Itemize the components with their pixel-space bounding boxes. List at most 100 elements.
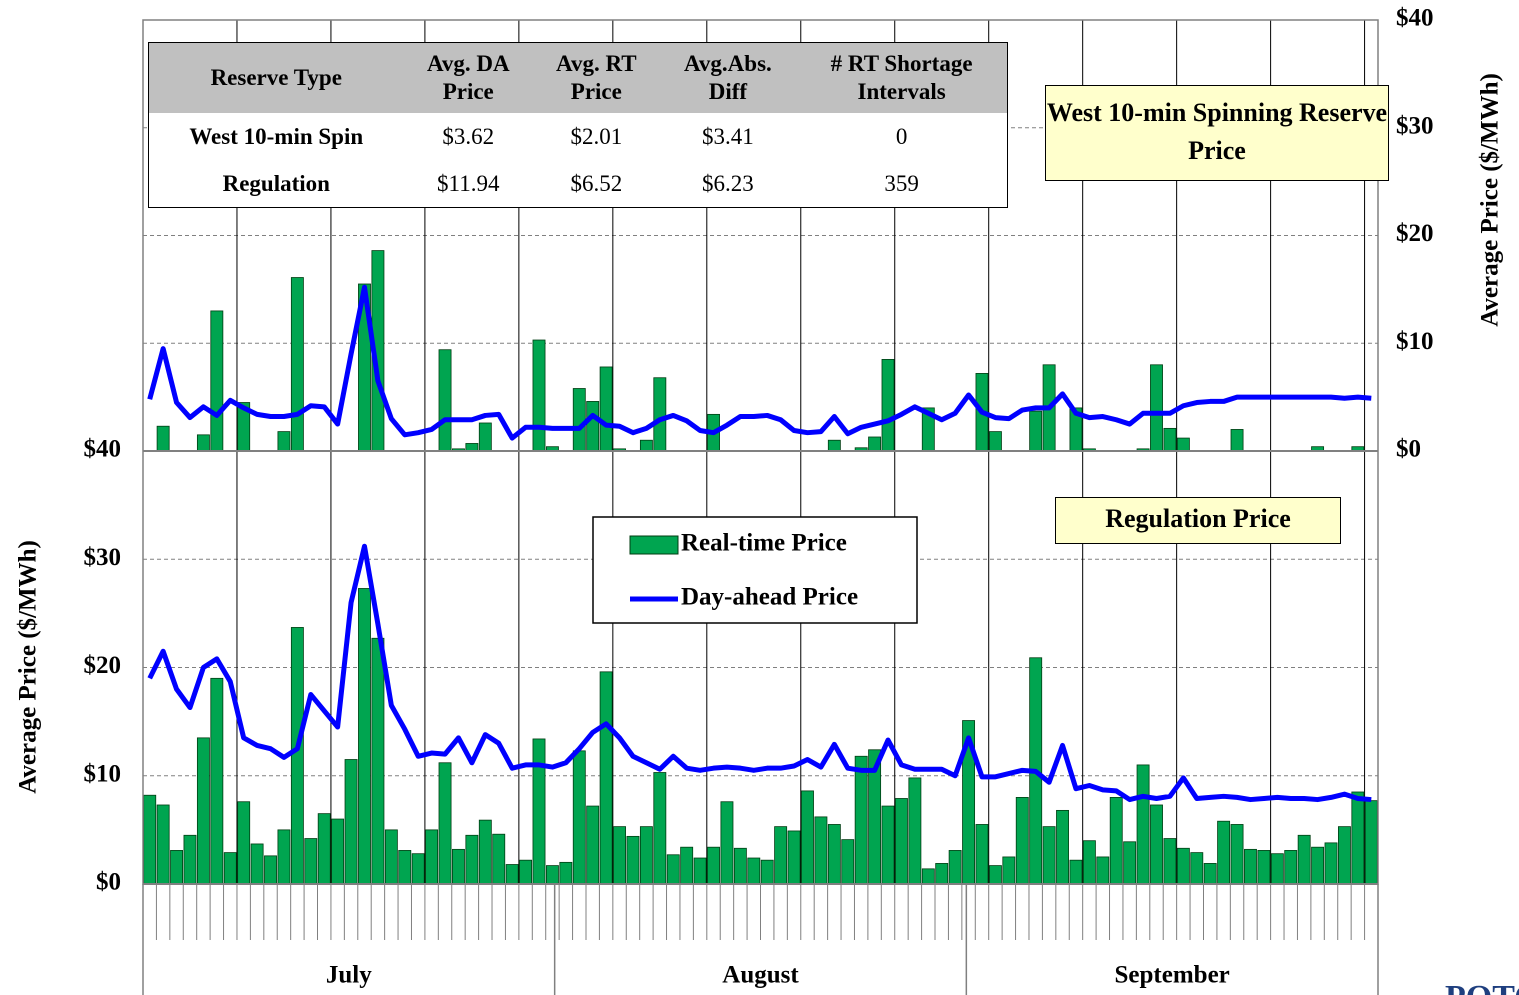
bar: [613, 826, 626, 885]
bar: [1163, 427, 1177, 452]
table-row: Regulation $11.94 $6.52 $6.23 359: [149, 160, 1008, 207]
bar: [1176, 847, 1190, 885]
bar: [653, 772, 667, 885]
bar: [1337, 826, 1351, 885]
y-tick-label: $40: [84, 436, 122, 463]
bar: [1230, 429, 1244, 452]
legend-box: [592, 516, 918, 624]
bar: [264, 855, 277, 885]
bar: [854, 755, 868, 885]
bar: [760, 859, 774, 885]
bar: [1311, 846, 1325, 885]
bar: [559, 861, 573, 885]
line: [147, 543, 1372, 803]
header-line: Reserve Type: [210, 65, 342, 91]
bar: [344, 759, 358, 885]
bar: [599, 366, 613, 452]
bar: [1029, 410, 1043, 452]
x-group-label: September: [1115, 962, 1230, 989]
bar: [827, 439, 841, 452]
bar: [532, 738, 546, 885]
bar: [586, 401, 600, 452]
y-tick-label: $10: [84, 760, 122, 787]
bar: [801, 790, 814, 885]
bar: [921, 868, 935, 885]
bar: [210, 677, 224, 885]
y-tick-label: $30: [1396, 112, 1434, 139]
header-cell: Avg. DA Price: [403, 42, 533, 114]
bar: [1270, 853, 1284, 885]
header-line: # RT Shortage: [830, 51, 973, 77]
bar: [572, 388, 586, 452]
table-cell: $2.01: [570, 123, 623, 149]
header-line: Diff: [708, 79, 748, 105]
bar: [975, 824, 989, 885]
bar: [1136, 764, 1150, 885]
bar: [223, 852, 237, 885]
table-cell: $6.23: [702, 170, 754, 196]
bar: [1163, 838, 1177, 885]
bar: [639, 826, 653, 885]
y-tick-label: $0: [96, 869, 121, 896]
bar: [720, 801, 734, 885]
bar: [1082, 840, 1096, 885]
bar: [1109, 797, 1123, 885]
bar: [948, 850, 962, 885]
bar: [1056, 809, 1069, 885]
bar: [827, 824, 841, 885]
bar: [1150, 364, 1163, 452]
bar: [465, 834, 479, 885]
bar: [143, 794, 157, 885]
x-group-label: July: [326, 962, 372, 989]
bar: [1284, 850, 1298, 885]
bar: [170, 850, 184, 885]
bottom-title: Regulation Price: [1055, 497, 1341, 544]
logo: POTO: [1445, 979, 1519, 995]
header-line: Price: [442, 79, 494, 105]
bar: [653, 377, 667, 452]
bar: [733, 847, 747, 885]
top-title: West 10-min Spinning Reserve Price: [1045, 85, 1389, 181]
bar: [532, 339, 546, 452]
bar: [841, 839, 855, 885]
bar: [438, 762, 452, 885]
bar: [411, 853, 425, 885]
header-cell: Reserve Type: [148, 42, 404, 114]
header-line: Avg.Abs.: [684, 51, 772, 77]
header-line: Price: [570, 79, 622, 105]
table-cell: 359: [884, 170, 919, 196]
y-tick-label: $20: [84, 652, 122, 679]
bar: [478, 422, 492, 452]
bar: [774, 826, 788, 885]
bar: [304, 838, 318, 885]
table-cell: West 10-min Spin: [189, 123, 364, 149]
bar: [237, 801, 251, 885]
header-cell: Avg. RT Price: [533, 42, 660, 114]
bar: [988, 431, 1002, 452]
bar: [586, 805, 600, 885]
bar: [358, 588, 371, 885]
table-cell: $3.62: [442, 123, 495, 149]
legend-label: Real-time Price: [681, 530, 847, 557]
header-row: Reserve Type Avg. DA Price Avg. RT Price Avg.…: [148, 42, 1008, 114]
bar: [519, 859, 533, 885]
bar: [371, 637, 385, 885]
bar: [465, 443, 479, 452]
y2-axis-label: Average Price ($/MWh): [1477, 73, 1504, 327]
bar: [156, 425, 170, 452]
bar: [250, 843, 264, 885]
bar: [1042, 826, 1056, 885]
y-axis-label: Average Price ($/MWh): [15, 540, 42, 794]
table-cell: $11.94: [437, 170, 500, 196]
bar: [1351, 791, 1365, 885]
bar: [680, 846, 694, 885]
bar: [1015, 797, 1029, 885]
y-tick-label: $40: [1396, 5, 1434, 32]
bar: [1217, 820, 1231, 885]
header-cell: # RT Shortage Intervals: [796, 42, 1008, 114]
bar: [1190, 852, 1204, 885]
bar: [210, 310, 224, 452]
bar: [277, 829, 291, 885]
